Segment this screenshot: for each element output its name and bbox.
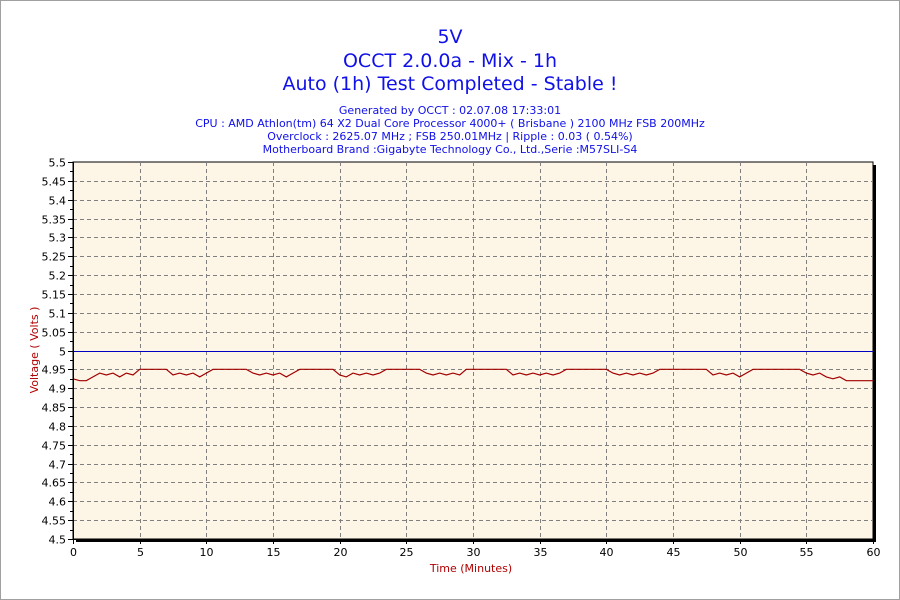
series-line-5v bbox=[72, 368, 873, 382]
x-tick-label: 60 bbox=[867, 546, 881, 559]
info-cpu: CPU : AMD Athlon(tm) 64 X2 Dual Core Pro… bbox=[195, 117, 705, 130]
y-tick-label: 5.1 bbox=[49, 308, 67, 321]
x-axis-label: Time (Minutes) bbox=[429, 562, 512, 575]
info-motherboard: Motherboard Brand :Gigabyte Technology C… bbox=[262, 143, 638, 156]
y-tick-label: 4.9 bbox=[49, 383, 67, 396]
y-tick-label: 5.25 bbox=[42, 251, 67, 264]
y-tick-label: 4.95 bbox=[42, 364, 67, 377]
y-tick-label: 5.05 bbox=[42, 327, 67, 340]
y-tick-label: 5 bbox=[59, 346, 66, 359]
x-tick-label: 55 bbox=[800, 546, 814, 559]
x-tick-label: 40 bbox=[600, 546, 614, 559]
x-tick-label: 0 bbox=[70, 546, 77, 559]
chart-subtitle: OCCT 2.0.0a - Mix - 1h bbox=[342, 50, 558, 72]
y-tick-label: 5.2 bbox=[49, 270, 67, 283]
y-tick-label: 4.6 bbox=[49, 496, 67, 509]
x-tick-label: 10 bbox=[200, 546, 214, 559]
y-tick-label: 5.4 bbox=[49, 195, 67, 208]
x-tick-label: 45 bbox=[667, 546, 681, 559]
y-tick-label: 5.3 bbox=[49, 232, 67, 245]
y-tick-label: 5.5 bbox=[49, 157, 67, 170]
x-tick-label: 50 bbox=[734, 546, 748, 559]
y-tick-label: 5.45 bbox=[42, 176, 67, 189]
info-generated: Generated by OCCT : 02.07.08 17:33:01 bbox=[338, 104, 562, 117]
y-axis-label: Voltage ( Volts ) bbox=[28, 307, 41, 394]
plot-area bbox=[72, 161, 874, 540]
y-tick-label: 4.85 bbox=[42, 402, 67, 415]
y-tick-label: 4.75 bbox=[42, 440, 67, 453]
y-tick-label: 4.7 bbox=[49, 459, 67, 472]
info-overclock: Overclock : 2625.07 MHz ; FSB 250.01MHz … bbox=[267, 130, 633, 143]
x-tick-label: 25 bbox=[400, 546, 414, 559]
y-tick-label: 4.55 bbox=[42, 515, 67, 528]
x-tick-label: 20 bbox=[334, 546, 348, 559]
x-tick-label: 30 bbox=[467, 546, 481, 559]
x-tick-label: 5 bbox=[137, 546, 144, 559]
test-status: Auto (1h) Test Completed - Stable ! bbox=[282, 73, 618, 95]
y-tick-label: 5.15 bbox=[42, 289, 67, 302]
y-tick-label: 4.5 bbox=[49, 534, 67, 547]
y-tick-label: 5.35 bbox=[42, 214, 67, 227]
y-tick-label: 4.8 bbox=[49, 421, 67, 434]
chart-title: 5V bbox=[437, 26, 463, 48]
y-tick-label: 4.65 bbox=[42, 477, 67, 490]
x-tick-label: 35 bbox=[534, 546, 548, 559]
x-tick-label: 15 bbox=[267, 546, 281, 559]
